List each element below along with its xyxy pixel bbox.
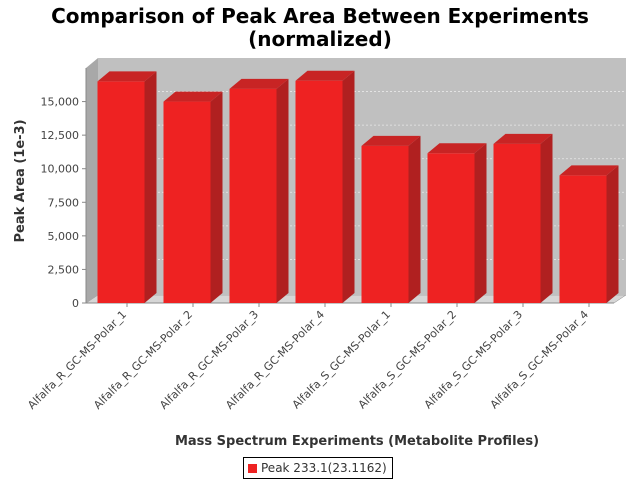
bar-face	[361, 145, 409, 303]
bar-top	[493, 133, 553, 144]
bar	[427, 143, 487, 303]
bar	[229, 78, 289, 303]
y-tick-label: 15,000	[41, 96, 80, 109]
bar-side	[342, 70, 355, 303]
bar	[163, 91, 223, 303]
bar-face	[229, 88, 277, 303]
bar-side	[540, 133, 553, 303]
y-tick-label: 10,000	[41, 163, 80, 176]
bar-face	[97, 81, 145, 303]
y-tick-label: 7,500	[48, 196, 80, 209]
x-axis-tick-labels: Alfalfa_R_GC-MS-Polar_1Alfalfa_R_GC-MS-P…	[25, 303, 591, 412]
bar-top	[229, 78, 289, 89]
bar-top	[361, 135, 421, 146]
bar-side	[144, 71, 157, 303]
y-tick-label: 2,500	[48, 263, 80, 276]
bar-face	[295, 80, 343, 303]
x-axis-label: Mass Spectrum Experiments (Metabolite Pr…	[175, 434, 539, 449]
chart-title-line2: (normalized)	[248, 27, 392, 51]
bar	[97, 71, 157, 303]
bar-top	[295, 70, 355, 81]
legend: Peak 233.1(23.1162)	[243, 457, 393, 479]
bars	[97, 70, 619, 303]
bar-side	[474, 143, 487, 303]
bar-side	[408, 135, 421, 303]
bar	[559, 165, 619, 303]
bar-face	[559, 175, 607, 303]
bar-top	[97, 71, 157, 82]
y-tick-label: 5,000	[48, 230, 80, 243]
bar-face	[427, 153, 475, 303]
bar-face	[493, 143, 541, 303]
y-axis-ticks: 0 2,500 5,000 7,500 10,000 12,500 15,000	[41, 96, 86, 310]
bar-top	[163, 91, 223, 102]
y-tick-label: 0	[72, 297, 79, 310]
y-axis-label: Peak Area (1e-3)	[13, 119, 28, 242]
legend-label: Peak 233.1(23.1162)	[261, 461, 387, 475]
y-tick-label: 12,500	[41, 129, 80, 142]
bar-top	[427, 143, 487, 154]
legend-swatch	[248, 463, 257, 473]
bar-top	[559, 165, 619, 176]
bar-side	[606, 165, 619, 303]
bar-face	[163, 101, 211, 303]
bar	[295, 70, 355, 303]
bar	[493, 133, 553, 303]
bar-side	[276, 78, 289, 303]
plot-left-wall	[86, 58, 98, 303]
bar	[361, 135, 421, 303]
bar-side	[210, 91, 223, 303]
chart-title-line1: Comparison of Peak Area Between Experime…	[51, 4, 589, 28]
